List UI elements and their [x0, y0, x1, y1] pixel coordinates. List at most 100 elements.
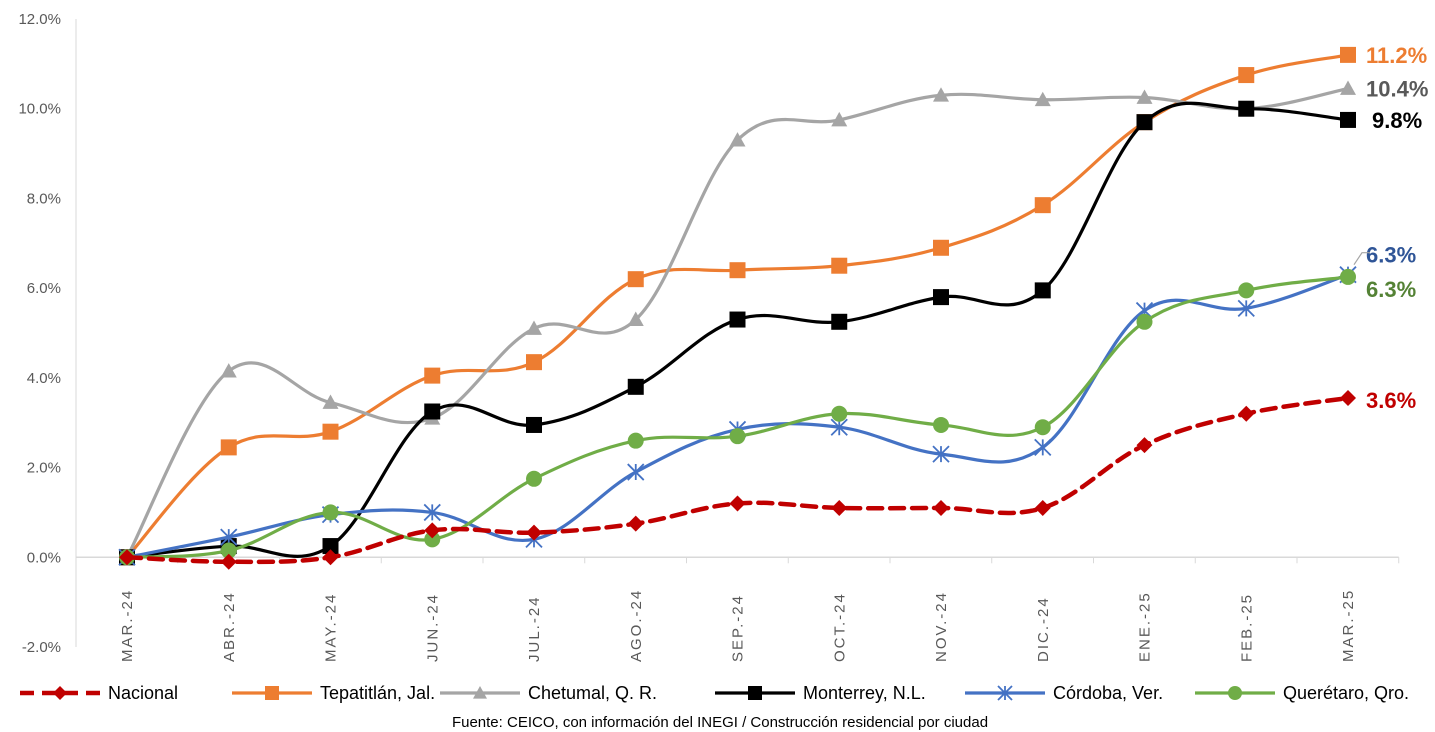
x-tick-label: NOV.-24	[933, 591, 950, 662]
data-point-cordoba-ver	[423, 503, 441, 522]
series-line-monterrey-n-l	[125, 101, 1350, 559]
x-tick-label: DIC.-24	[1035, 596, 1052, 662]
end-label: 10.4%	[1366, 77, 1428, 102]
series-layer	[118, 46, 1357, 570]
legend-item-cordoba-ver: Córdoba, Ver.	[965, 683, 1163, 703]
x-tick-label: MAR.-24	[119, 589, 136, 662]
legend-item-monterrey-n-l: Monterrey, N.L.	[715, 683, 926, 703]
data-point-queretaro-qro	[831, 405, 848, 422]
data-point-chetumal-q-r	[627, 311, 644, 326]
data-point-tepatitlan-jal	[424, 367, 441, 384]
series-chetumal-q-r	[119, 80, 1356, 564]
legend-marker	[997, 685, 1013, 701]
data-point-tepatitlan-jal	[933, 239, 949, 256]
legend-marker	[265, 686, 279, 700]
data-point-queretaro-qro	[933, 416, 949, 433]
data-point-queretaro-qro	[729, 428, 746, 445]
y-tick-label: 6.0%	[27, 280, 61, 297]
data-point-nacional	[424, 522, 441, 539]
x-tick-label: AGO.-24	[628, 589, 645, 662]
data-point-cordoba-ver	[932, 445, 950, 463]
data-point-monterrey-n-l	[627, 378, 644, 395]
legend: Nacional Tepatitlán, Jal. Chetumal, Q. R. M…	[20, 683, 1409, 703]
x-tick-label: JUL.-24	[526, 595, 543, 662]
x-tick-label: OCT.-24	[831, 592, 848, 662]
data-point-monterrey-n-l	[729, 311, 746, 328]
data-point-nacional	[831, 499, 848, 516]
legend-label: Córdoba, Ver.	[1053, 683, 1163, 703]
series-line-tepatitlan-jal	[125, 53, 1350, 559]
data-point-cordoba-ver	[627, 463, 645, 481]
data-point-chetumal-q-r	[1340, 80, 1356, 95]
end-label: 6.3%	[1366, 277, 1416, 302]
data-point-chetumal-q-r	[322, 394, 339, 409]
data-point-cordoba-ver	[1034, 438, 1052, 457]
data-point-queretaro-qro	[424, 531, 441, 548]
data-point-nacional	[526, 524, 542, 541]
legend-item-tepatitlan-jal: Tepatitlán, Jal.	[232, 683, 435, 703]
data-point-queretaro-qro	[526, 470, 542, 487]
y-tick-label: 4.0%	[27, 370, 61, 387]
data-point-monterrey-n-l	[424, 403, 441, 420]
legend-item-nacional: Nacional	[20, 683, 178, 703]
y-tick-label: 8.0%	[27, 190, 61, 207]
series-queretaro-qro	[119, 268, 1356, 566]
data-point-cordoba-ver	[1237, 299, 1255, 317]
y-tick-label: -2.0%	[22, 639, 61, 656]
data-point-tepatitlan-jal	[1034, 197, 1051, 214]
data-point-monterrey-n-l	[1238, 100, 1255, 117]
legend-marker	[53, 686, 67, 700]
data-point-nacional	[119, 549, 135, 566]
data-point-tepatitlan-jal	[526, 354, 542, 371]
legend-item-queretaro-qro: Querétaro, Qro.	[1195, 683, 1409, 703]
y-axis: 12.0% 10.0% 8.0% 6.0% 4.0% 2.0% 0.0% -2.0%	[18, 11, 61, 656]
data-point-tepatitlan-jal	[1238, 67, 1255, 84]
data-point-tepatitlan-jal	[1340, 46, 1356, 63]
data-point-monterrey-n-l	[831, 313, 848, 330]
data-point-monterrey-n-l	[1034, 282, 1051, 299]
data-point-chetumal-q-r	[933, 87, 949, 102]
data-point-tepatitlan-jal	[322, 423, 339, 440]
data-point-cordoba-ver	[220, 528, 238, 546]
data-point-queretaro-qro	[1238, 282, 1255, 299]
x-tick-label: ENE.-25	[1137, 591, 1154, 662]
data-point-monterrey-n-l	[933, 289, 949, 306]
data-point-nacional	[627, 515, 644, 532]
series-cordoba-ver	[118, 266, 1357, 566]
y-tick-label: 12.0%	[18, 11, 61, 28]
legend-label: Tepatitlán, Jal.	[320, 683, 435, 703]
source-note: Fuente: CEICO, con información del INEGI…	[452, 714, 988, 731]
data-point-nacional	[1340, 390, 1356, 407]
data-point-nacional	[933, 499, 949, 516]
data-point-queretaro-qro	[220, 542, 237, 559]
data-point-queretaro-qro	[1340, 268, 1356, 285]
data-point-cordoba-ver	[830, 418, 848, 436]
data-point-chetumal-q-r	[220, 363, 237, 378]
data-point-monterrey-n-l	[526, 416, 542, 433]
legend-label: Querétaro, Qro.	[1283, 683, 1409, 703]
leader-line	[1353, 252, 1370, 266]
legend-marker	[1228, 686, 1242, 700]
data-point-chetumal-q-r	[1034, 91, 1051, 107]
data-point-nacional	[322, 549, 339, 566]
data-point-queretaro-qro	[1136, 313, 1153, 330]
end-label: 9.8%	[1372, 108, 1422, 133]
x-tick-label: JUN.-24	[424, 593, 441, 662]
x-tick-label: FEB.-25	[1238, 593, 1255, 662]
legend-marker	[748, 686, 762, 700]
data-point-tepatitlan-jal	[627, 271, 644, 288]
data-point-chetumal-q-r	[1136, 89, 1153, 104]
y-tick-label: 0.0%	[27, 549, 61, 566]
legend-marker	[473, 686, 487, 699]
y-tick-label: 10.0%	[18, 101, 61, 118]
x-axis: MAR.-24 ABR.-24 MAY.-24 JUN.-24 JUL.-24 AGO.-…	[75, 19, 1400, 662]
y-tick-label: 2.0%	[27, 460, 61, 477]
data-point-tepatitlan-jal	[729, 262, 746, 279]
x-tick-label: SEP.-24	[730, 594, 747, 662]
data-point-monterrey-n-l	[1136, 114, 1153, 131]
data-point-nacional	[1238, 405, 1255, 422]
data-point-monterrey-n-l	[322, 538, 339, 555]
end-label: 6.3%	[1366, 243, 1416, 268]
data-point-nacional	[1136, 437, 1153, 454]
